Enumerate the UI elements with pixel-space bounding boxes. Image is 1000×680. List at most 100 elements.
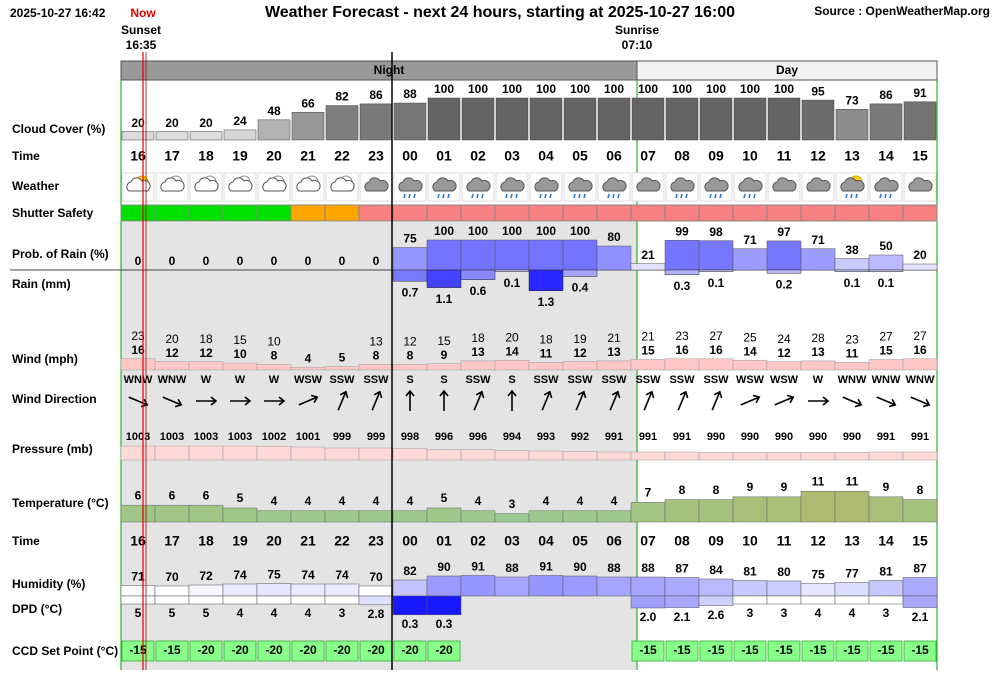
wind-direction: WNW: [872, 374, 901, 386]
cloud-value: 100: [502, 82, 522, 96]
rain-prob-value: 99: [675, 224, 689, 238]
wind-direction: WNW: [838, 374, 867, 386]
temperature-value: 4: [475, 494, 482, 508]
cloud-bar: [223, 129, 257, 141]
cloud-bar: [393, 102, 427, 141]
wind-speed: 12: [573, 346, 587, 360]
temperature-bar: [732, 496, 768, 523]
cloud-value: 100: [774, 82, 794, 96]
cloud-bar: [631, 97, 665, 141]
humidity-bar: [868, 580, 904, 597]
humidity-value: 70: [369, 570, 383, 584]
cloud-bar: [325, 105, 359, 141]
shutter-cell: [460, 204, 496, 222]
humidity-bar: [290, 583, 326, 597]
rain-bar: [834, 269, 870, 272]
pressure-value: 1003: [126, 431, 150, 443]
dpd-bar: [834, 595, 870, 605]
rain-value: 1.3: [538, 295, 555, 309]
humidity-value: 82: [403, 564, 417, 578]
pressure-value: 1003: [228, 431, 252, 443]
rain-drop: [884, 193, 887, 199]
row-label: Weather: [12, 179, 59, 193]
dpd-value: 3: [781, 606, 788, 620]
cloud-bar: [529, 97, 563, 141]
hour-label: 04: [538, 148, 554, 164]
hour-label: 01: [436, 148, 452, 164]
rain-drop: [442, 193, 445, 199]
hour-label: 14: [878, 533, 894, 549]
hour-label: 21: [300, 533, 316, 549]
dpd-bar: [766, 595, 802, 605]
hour-label: 13: [844, 533, 860, 549]
rain-prob-value: 0: [135, 254, 142, 268]
wind-gust: 28: [811, 331, 825, 345]
humidity-value: 72: [199, 569, 213, 583]
wind-bar: [426, 363, 462, 371]
cloud-value: 20: [131, 116, 145, 130]
wind-arrow: [876, 396, 897, 408]
pressure-bar: [766, 452, 802, 461]
rain-prob-value: 20: [913, 248, 927, 262]
hour-label: 14: [878, 148, 894, 164]
rain-bar: [426, 269, 462, 288]
rain-prob-value: 0: [305, 254, 312, 268]
rain-prob-bar: [732, 248, 768, 271]
hour-label: 12: [810, 148, 826, 164]
ccd-cell: [801, 640, 835, 662]
humidity-value: 87: [675, 562, 689, 576]
wind-gust: 23: [675, 329, 689, 343]
wind-bar: [834, 362, 870, 371]
weather-icon: [835, 172, 869, 202]
cloud-value: 73: [845, 94, 859, 108]
cloud: [602, 177, 627, 192]
temperature-value: 4: [339, 494, 346, 508]
rain-drop: [748, 193, 751, 199]
temperature-value: 3: [509, 497, 516, 511]
rain-drop: [549, 193, 552, 199]
wind-arrow: [774, 394, 795, 406]
pressure-bar: [494, 450, 530, 461]
wind-arrow: [677, 390, 689, 411]
rain-drop: [578, 193, 581, 199]
wind-direction: SSW: [465, 374, 491, 386]
hour-label: 16: [130, 148, 146, 164]
rain-drop: [510, 193, 513, 199]
wind-arrow: [405, 389, 415, 411]
temperature-bar: [834, 490, 870, 523]
sunset-time: 16:35: [126, 38, 157, 52]
rain-prob-value: 98: [709, 225, 723, 239]
cloud: [262, 177, 287, 192]
temperature-bar: [222, 507, 258, 523]
ccd-value: -15: [809, 643, 827, 657]
temperature-value: 4: [407, 494, 414, 508]
dpd-bar: [154, 595, 190, 605]
cloud-bar: [189, 131, 223, 141]
dpd-value: 4: [237, 606, 244, 620]
temperature-value: 4: [373, 494, 380, 508]
pressure-value: 999: [367, 431, 385, 443]
temperature-value: 6: [169, 488, 176, 502]
hour-label: 06: [606, 533, 622, 549]
shutter-cell: [290, 204, 326, 222]
shutter-cell: [188, 204, 224, 222]
temperature-bar: [358, 510, 394, 523]
ccd-value: -20: [435, 643, 453, 657]
cloud-value: 100: [638, 82, 658, 96]
hour-label: 08: [674, 148, 690, 164]
humidity-value: 84: [709, 563, 723, 577]
rain-prob-bar: [902, 263, 938, 271]
rain-value: 0.4: [572, 281, 589, 295]
wind-gust: 19: [573, 332, 587, 346]
pressure-bar: [426, 449, 462, 461]
humidity-value: 75: [811, 568, 825, 582]
wind-speed: 11: [540, 346, 553, 360]
wind-bar: [902, 358, 938, 371]
ccd-cell: [835, 640, 869, 662]
humidity-value: 88: [505, 561, 519, 575]
humidity-bar: [834, 582, 870, 597]
weather-icon: [223, 172, 257, 202]
humidity-value: 91: [539, 560, 553, 574]
dpd-bar: [732, 595, 768, 605]
wind-speed: 8: [407, 349, 414, 363]
